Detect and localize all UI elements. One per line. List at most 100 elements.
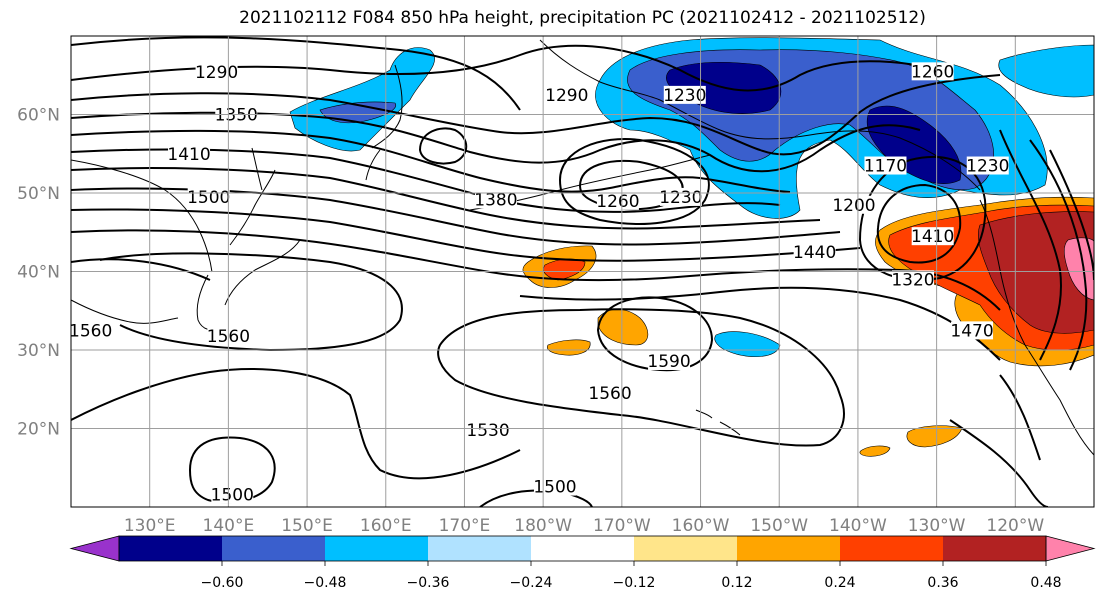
longitude-label: 160°W	[672, 516, 730, 536]
colorbar-segment	[119, 536, 222, 561]
contour-line	[418, 127, 468, 165]
contour-label: 1290	[545, 85, 588, 106]
contour-label-text: 1320	[891, 270, 934, 290]
contour-line	[1049, 149, 1094, 281]
contour-line	[437, 308, 845, 447]
colorbar-extend-low	[69, 535, 120, 562]
contour-label-text: 1230	[966, 157, 1009, 177]
contour-label: 1470	[950, 321, 994, 341]
contour-label: 1320	[891, 270, 935, 290]
contour-label-halo	[589, 384, 632, 403]
longitude-label: 140°W	[829, 516, 887, 536]
colorbar-tick-label: −0.12	[613, 575, 656, 591]
contour-label-halo	[951, 321, 994, 340]
longitude-labels: 130°E 140°E 150°E 160°E 170°E 180°W 170°W 160°W…	[124, 516, 1045, 536]
contour-label: 1200	[832, 195, 876, 216]
colorbar-outline	[118, 535, 1047, 562]
contour-line	[71, 129, 791, 193]
contour-label: 1410	[167, 144, 211, 165]
contour-line	[71, 36, 521, 111]
longitude-label: 130°E	[124, 516, 176, 536]
contour-label-text: 1230	[663, 86, 706, 106]
height-contours	[71, 36, 1094, 507]
precip-region-canada	[998, 44, 1094, 98]
longitude-label: 180°W	[514, 516, 572, 536]
contour-line	[71, 208, 861, 262]
contour-label-text: 1470	[950, 321, 993, 341]
coastline-na-west	[979, 199, 1094, 456]
contour-label-text: 1500	[211, 485, 254, 505]
contour-label-text: 1410	[911, 227, 954, 247]
contour-label-halo	[596, 191, 639, 210]
contour-line	[71, 229, 1001, 311]
contour-label-text: 1410	[167, 145, 210, 165]
colorbar-tick-label: 0.48	[1030, 575, 1061, 591]
colorbar-extend-high	[1045, 535, 1096, 562]
contour-label: 1230	[659, 187, 702, 208]
contour-label-halo	[195, 63, 238, 82]
longitude-label: 150°E	[281, 516, 333, 536]
contour-label-halo	[187, 187, 230, 206]
precip-region-subtropic-small	[859, 445, 891, 457]
contour-label-halo	[832, 195, 875, 214]
contour-line	[596, 296, 714, 372]
contour-label: 1230	[663, 85, 706, 106]
latitude-label: 60°N	[17, 106, 60, 126]
longitude-label: 130°W	[908, 516, 966, 536]
contour-label-text: 1290	[545, 86, 588, 106]
contour-label: 1170	[864, 156, 907, 177]
coastlines	[71, 39, 1094, 456]
contour-label-halo	[663, 85, 706, 104]
contour-line	[71, 44, 941, 92]
contour-line	[999, 129, 1062, 361]
colorbar-segment	[840, 536, 943, 561]
colorbar-tick-label: 0.24	[824, 575, 855, 591]
longitude-label: 170°W	[593, 516, 651, 536]
coastline-japan	[224, 147, 301, 306]
colorbar-tick-label: −0.60	[201, 575, 244, 591]
precip-region-pacific-mid2	[547, 339, 591, 356]
contour-label-halo	[892, 270, 935, 289]
latitude-label: 50°N	[17, 184, 60, 204]
contour-label-halo	[211, 485, 254, 504]
contour-label-text: 1440	[793, 243, 836, 263]
contour-label-text: 1560	[588, 384, 631, 404]
contour-label: 1380	[474, 190, 518, 210]
contour-label: 1530	[466, 421, 510, 441]
longitude-label: 120°W	[986, 516, 1044, 536]
latitude-label: 40°N	[17, 263, 60, 283]
contour-label-text: 1500	[187, 188, 230, 208]
contour-label-text: 1290	[195, 63, 238, 83]
contour-label-halo	[168, 144, 211, 163]
colorbar-tick-label: −0.48	[304, 575, 347, 591]
latitude-label: 30°N	[17, 341, 60, 361]
contour-label: 1500	[211, 485, 254, 505]
contour-label-halo	[648, 351, 691, 370]
contour-label-text: 1530	[466, 421, 509, 441]
colorbar-tick-label: 0.36	[927, 575, 958, 591]
contour-label-halo	[545, 85, 588, 104]
colorbar-segment	[737, 536, 840, 561]
contour-line	[71, 368, 521, 480]
colorbar-tick-label: −0.24	[510, 575, 553, 591]
contour-label: 1260	[911, 62, 954, 82]
contour-label-text: 1380	[474, 190, 517, 210]
contour-label-halo	[659, 187, 702, 206]
colorbar-segment	[428, 536, 531, 561]
contour-label-halo	[864, 156, 907, 175]
colorbar	[69, 535, 1096, 562]
colorbar-segment	[634, 536, 737, 561]
contour-label: 1350	[215, 105, 258, 126]
contour-label-text: 1500	[533, 478, 576, 498]
longitude-label: 140°E	[203, 516, 255, 536]
longitude-label: 160°E	[360, 516, 412, 536]
contour-line	[949, 419, 1049, 507]
contour-line	[876, 183, 962, 264]
contour-line	[188, 436, 276, 504]
contour-label-text: 1260	[596, 192, 639, 212]
contour-label-text: 1350	[215, 106, 258, 126]
contour-label: 1560	[588, 384, 632, 404]
contour-label-text: 1200	[832, 196, 875, 216]
colorbar-segment	[531, 536, 634, 561]
